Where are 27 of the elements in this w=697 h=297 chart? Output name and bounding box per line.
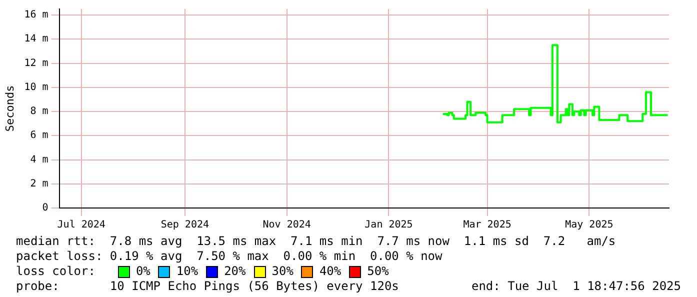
y-tick-label: 8 m — [30, 106, 48, 118]
legend-label: 40% — [319, 264, 342, 279]
y-tick-label: 10 m — [24, 82, 48, 93]
x-tick-label: Mar 2025 — [463, 220, 512, 231]
x-tick-label: May 2025 — [565, 220, 614, 231]
legend-title: loss color: — [16, 264, 96, 279]
x-tick-label: Nov 2024 — [262, 220, 311, 231]
y-tick-label: 16 m — [24, 10, 48, 21]
y-tick-label: 4 m — [30, 154, 48, 166]
y-tick-label: 6 m — [30, 130, 48, 142]
y-tick-label: 2 m — [30, 178, 48, 190]
x-tick-label: Jan 2025 — [364, 220, 413, 231]
legend-label: 0% — [136, 264, 150, 279]
x-tick-label: Jul 2024 — [57, 220, 106, 231]
x-tick-label: Sep 2024 — [160, 220, 210, 231]
y-axis-title: Seconds — [3, 85, 16, 132]
legend-label: 50% — [367, 264, 389, 279]
legend-label: 20% — [224, 264, 246, 279]
text: packet loss: 0.19 % avg 7.50 % max 0.00 % min 0.00 % now — [15, 249, 444, 264]
y-tick-label: 14 m — [24, 34, 48, 45]
legend-label: 30% — [272, 264, 294, 279]
y-tick-label: 0 — [42, 202, 48, 214]
text: probe: 10 ICMP Echo Pings (56 Bytes) every 120s — [16, 279, 399, 294]
text: end: Tue Jul 1 18:47:56 2025 — [471, 279, 681, 294]
legend-label: 10% — [176, 264, 198, 279]
y-tick-label: 12 m — [24, 58, 48, 69]
text: median rtt: 7.8 ms avg 13.5 ms max 7.1 ms min 7.7 ms now 1.1 ms sd 7.2 am/s — [15, 234, 617, 249]
